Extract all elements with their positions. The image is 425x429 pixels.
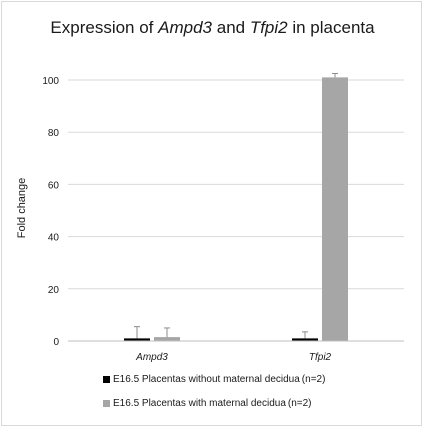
y-tick-label: 0 [53,337,59,348]
legend-item-without-decidua: E16.5 Placentas without maternal decidua… [103,373,325,385]
bars [124,77,348,341]
y-tick-label: 60 [48,180,60,191]
legend-label: E16.5 Placentas with maternal decidua [113,397,286,409]
legend-n: (n=2) [287,397,312,409]
bar-tfpi2-series-2 [322,77,348,341]
error-bars [134,72,338,339]
y-tick-label: 20 [48,285,60,296]
legend-swatch-black [103,375,110,383]
gridlines [68,79,404,290]
bar-tfpi2-series-1 [292,338,318,341]
y-tick-label: 80 [48,128,60,139]
x-tick-label: Tfpi2 [309,352,332,363]
title-part-4: Tfpi2 [249,18,288,37]
y-tick-label: 100 [42,76,59,87]
title-part-1: Expression of [50,18,159,37]
legend-item-with-decidua: E16.5 Placentas with maternal decidua (n… [103,397,325,409]
title-part-5: in placenta [287,18,375,37]
y-tick-label: 40 [48,233,60,244]
x-tick-labels: Ampd3 Tfpi2 [135,352,331,363]
chart-title: Expression of Ampd3 and Tfpi2 in placent… [0,18,425,38]
legend-label: E16.5 Placentas without maternal decidua [113,373,300,385]
bar-ampd3-series-2 [154,337,180,341]
bar-ampd3-series-1 [124,338,150,341]
title-part-3: and [212,18,250,37]
y-axis-label: Fold change [16,178,28,239]
legend: E16.5 Placentas without maternal decidua… [103,373,325,421]
legend-swatch-gray [103,399,110,407]
x-tick-label: Ampd3 [135,352,168,363]
title-part-2: Ampd3 [158,18,213,37]
y-tick-labels: 0 20 40 60 80 100 [42,76,59,348]
legend-n: (n=2) [301,373,326,385]
